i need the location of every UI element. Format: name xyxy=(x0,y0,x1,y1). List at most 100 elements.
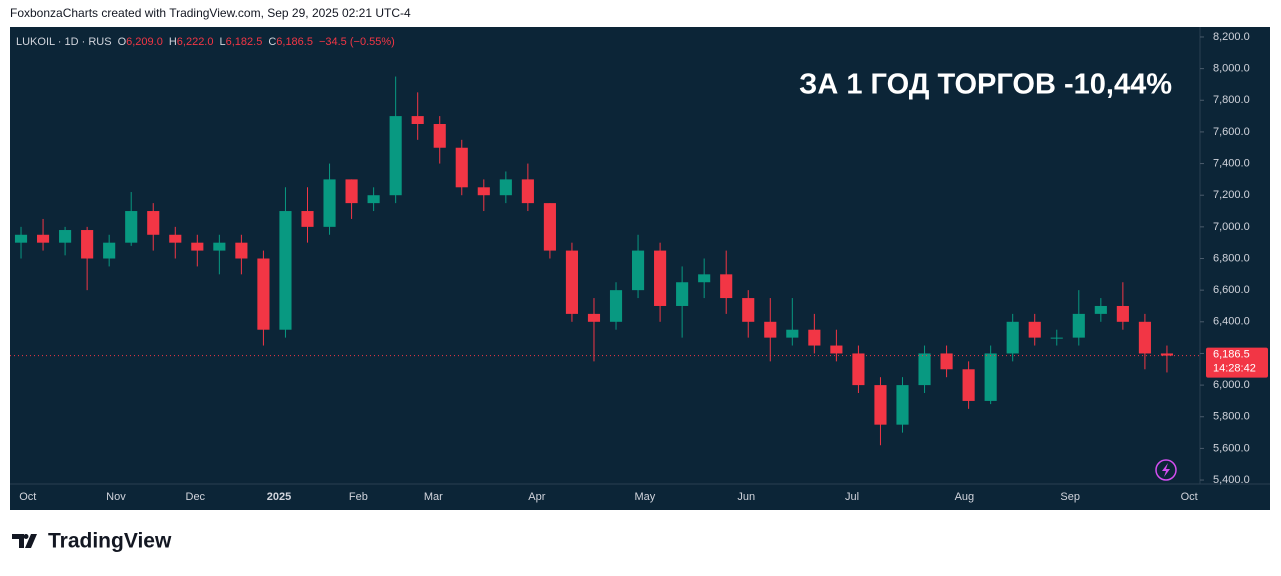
candle-body xyxy=(609,290,623,322)
candle-body xyxy=(433,124,446,148)
candle-body xyxy=(301,211,314,227)
x-tick-label: 2025 xyxy=(267,491,291,503)
legend-value: 6,209.0 xyxy=(126,36,163,48)
candle-body xyxy=(676,282,689,306)
candle-body xyxy=(984,353,997,401)
chart-title: ЗА 1 ГОД ТОРГОВ -10,44% xyxy=(799,69,1172,101)
legend-value: 6,186.5 xyxy=(276,36,313,48)
y-tick-label: 6,000.0 xyxy=(1213,379,1250,391)
candle-body xyxy=(962,369,975,401)
y-tick-label: 7,800.0 xyxy=(1213,94,1250,106)
x-tick-label: Nov xyxy=(106,491,126,503)
candle-body xyxy=(1072,313,1085,338)
x-tick-label: Apr xyxy=(528,491,545,503)
candle-body xyxy=(1006,321,1019,354)
y-tick-label: 6,800.0 xyxy=(1213,252,1250,264)
candle-body xyxy=(587,313,601,322)
y-tick-label: 7,400.0 xyxy=(1213,157,1250,169)
candle-body xyxy=(521,179,534,204)
candle-body xyxy=(1160,353,1174,356)
x-tick-label: Mar xyxy=(424,491,443,503)
candle-body xyxy=(896,385,909,425)
alert-icon[interactable] xyxy=(1155,459,1177,481)
candle-body xyxy=(631,250,645,291)
y-tick-label: 7,200.0 xyxy=(1213,189,1250,201)
y-tick-label: 7,600.0 xyxy=(1213,126,1250,138)
candle-body xyxy=(367,195,380,204)
candle-body xyxy=(698,274,711,283)
candle-body xyxy=(14,234,28,243)
candle-body xyxy=(720,274,733,299)
candle-body xyxy=(874,385,887,425)
y-tick-label: 5,400.0 xyxy=(1213,474,1250,486)
countdown: 14:28:42 xyxy=(1213,362,1256,374)
candle-body xyxy=(279,211,292,330)
brand: TradingView xyxy=(48,530,172,553)
x-tick-label: Aug xyxy=(955,491,975,503)
candle-body xyxy=(764,321,777,338)
x-tick-label: Jul xyxy=(845,491,859,503)
y-tick-label: 7,000.0 xyxy=(1213,221,1250,233)
candle-body xyxy=(103,242,116,259)
candle-body xyxy=(411,116,424,125)
last-price-tag xyxy=(1206,347,1268,378)
candle-body xyxy=(1050,337,1063,339)
candle-body xyxy=(125,211,138,243)
candle-body xyxy=(940,353,953,370)
candle-body xyxy=(477,187,490,196)
legend-key: L xyxy=(219,36,225,48)
candle-body xyxy=(323,179,336,227)
legend-change: −34.5 (−0.55%) xyxy=(319,36,395,48)
candle-body xyxy=(36,234,50,243)
candle-body xyxy=(59,230,72,243)
candle-body xyxy=(1116,305,1129,322)
y-tick-label: 8,000.0 xyxy=(1213,63,1250,75)
candle-body xyxy=(918,353,931,386)
legend: LUKOIL · 1D · RUS O6,209.0 H6,222.0 L6,182.… xyxy=(16,36,395,48)
candle-body xyxy=(1138,321,1151,354)
legend-key: O xyxy=(118,36,127,48)
candle-body xyxy=(345,179,358,204)
candle-body xyxy=(830,345,843,354)
candle-body xyxy=(654,250,667,306)
x-tick-label: May xyxy=(634,491,655,503)
symbol: LUKOIL · 1D · RUS xyxy=(16,36,112,48)
candle-body xyxy=(742,298,755,322)
candle-body xyxy=(852,353,865,386)
last-price-label: 6,186.5 xyxy=(1213,348,1250,360)
candle-body xyxy=(786,329,799,338)
candle-body xyxy=(147,211,160,235)
x-tick-label: Oct xyxy=(19,491,36,503)
candle-body xyxy=(169,234,182,243)
candle-body xyxy=(565,250,579,314)
attribution: FoxbonzaCharts created with TradingView.… xyxy=(10,6,411,20)
plot: 5,400.05,600.05,800.06,000.06,200.06,400… xyxy=(10,31,1268,503)
y-tick-label: 5,600.0 xyxy=(1213,442,1250,454)
y-tick-label: 6,400.0 xyxy=(1213,316,1250,328)
candle-body xyxy=(1028,321,1041,338)
legend-key: C xyxy=(268,36,276,48)
candle-body xyxy=(1094,305,1107,314)
candle-body xyxy=(499,179,512,196)
x-tick-label: Oct xyxy=(1181,491,1198,503)
legend-key: H xyxy=(169,36,177,48)
x-tick-label: Feb xyxy=(349,491,368,503)
candle-body xyxy=(235,242,248,259)
candle-body xyxy=(257,258,270,330)
brand-logo: TradingView xyxy=(12,530,172,553)
x-tick-label: Sep xyxy=(1060,491,1080,503)
candle-body xyxy=(191,242,204,251)
y-tick-label: 6,600.0 xyxy=(1213,284,1250,296)
candle-body xyxy=(455,147,468,188)
legend-value: 6,182.5 xyxy=(226,36,263,48)
y-tick-label: 8,200.0 xyxy=(1213,31,1250,43)
x-tick-label: Dec xyxy=(186,491,206,503)
candle-body xyxy=(389,116,402,196)
candle-body xyxy=(808,329,821,346)
legend-value: 6,222.0 xyxy=(177,36,214,48)
y-tick-label: 5,800.0 xyxy=(1213,411,1250,423)
candle-body xyxy=(543,203,556,251)
candle-body xyxy=(213,242,226,251)
